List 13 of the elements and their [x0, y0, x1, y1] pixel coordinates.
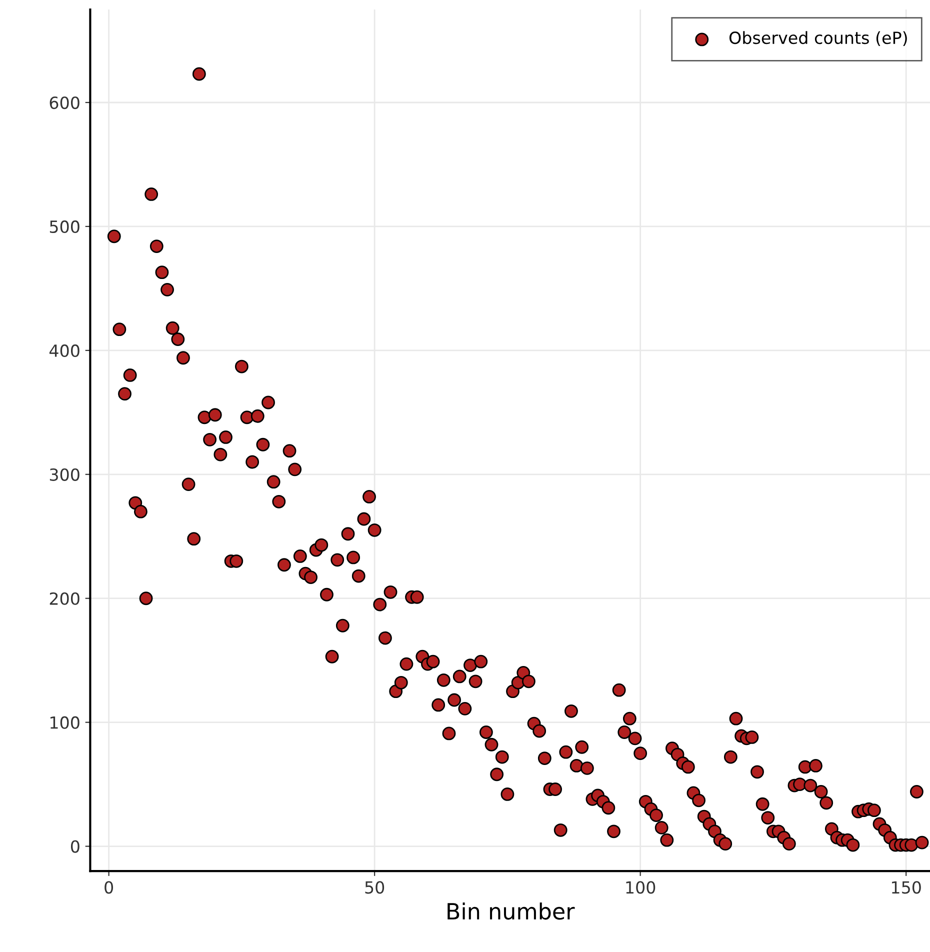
y-tick-label: 600 [50, 96, 80, 110]
x-tick-label: 50 [365, 881, 384, 894]
x-axis-title: Bin number [448, 902, 575, 920]
y-tick-label: 200 [50, 592, 80, 605]
x-tick-label: 100 [626, 881, 656, 894]
y-tick-label: 300 [50, 468, 80, 481]
y-tick-label: 0 [70, 840, 80, 853]
y-tick-label: 100 [50, 716, 80, 729]
y-tick-label: 500 [50, 220, 80, 234]
legend-label: Observed counts (eP) [729, 31, 907, 46]
x-tick-label: 0 [104, 881, 114, 894]
y-tick-label: 400 [49, 344, 80, 357]
x-tick-label: 150 [892, 881, 921, 894]
